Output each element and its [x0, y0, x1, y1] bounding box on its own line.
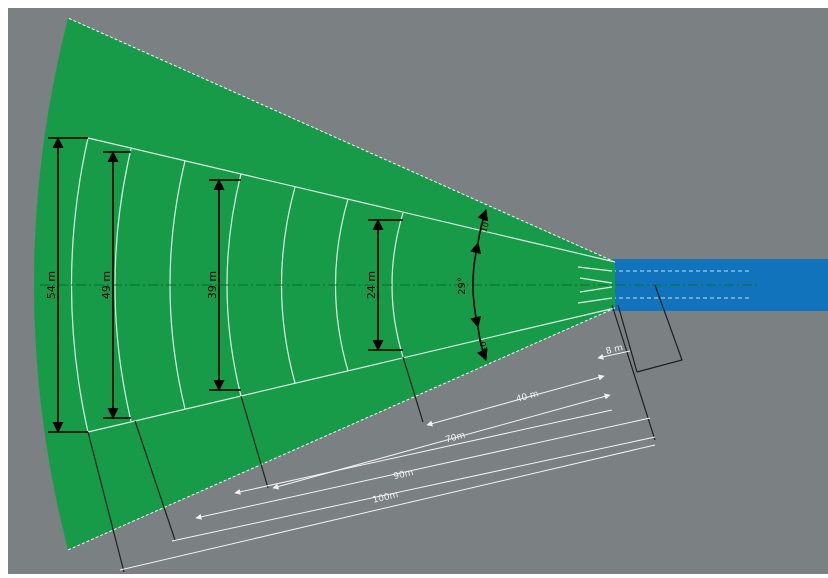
ext-channel — [636, 284, 683, 373]
dim-outer-base — [119, 444, 656, 571]
width-49-label: 49 m — [100, 271, 113, 299]
distance-dimensions — [119, 350, 656, 571]
angle-lower-label: 10° — [477, 337, 489, 353]
guide-edge-bottom — [87, 307, 616, 433]
ext-100 — [87, 431, 125, 573]
angle-total-label: 29° — [457, 277, 468, 295]
width-39-label: 39 m — [206, 271, 219, 299]
ext-90 — [134, 420, 176, 541]
dist-8-label: 8 m — [605, 343, 624, 357]
angle-arcs — [470, 208, 489, 362]
angle-29-arc — [470, 241, 482, 329]
spray-4 — [579, 286, 613, 293]
angle-upper-arc — [477, 208, 489, 244]
dist-90-label: 90m — [393, 468, 415, 482]
dim-8-line — [597, 350, 631, 360]
spray-1 — [577, 266, 613, 272]
width-24-label: 24 m — [365, 271, 378, 299]
guide-edge-top — [87, 137, 616, 263]
ext-70 — [240, 395, 269, 489]
dim-90-line — [234, 409, 613, 495]
arc-7 — [391, 212, 404, 358]
spray-2 — [577, 297, 613, 304]
extension-lines — [87, 284, 683, 573]
width-54-label: 54 m — [45, 271, 58, 299]
dim-100-base — [171, 436, 656, 542]
ext-origin-2 — [617, 304, 638, 373]
spray-3 — [579, 277, 613, 284]
angle-lower-arc — [477, 326, 488, 362]
top-border — [0, 0, 828, 8]
dim-100-line — [195, 417, 651, 520]
ext-origin — [611, 304, 656, 441]
width-dimensions — [48, 136, 403, 434]
angle-upper-label: 10° — [479, 217, 491, 233]
left-border — [0, 0, 8, 574]
green-sector — [34, 18, 615, 550]
